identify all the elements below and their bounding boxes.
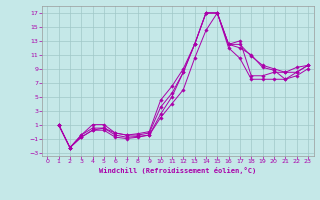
X-axis label: Windchill (Refroidissement éolien,°C): Windchill (Refroidissement éolien,°C)	[99, 167, 256, 174]
